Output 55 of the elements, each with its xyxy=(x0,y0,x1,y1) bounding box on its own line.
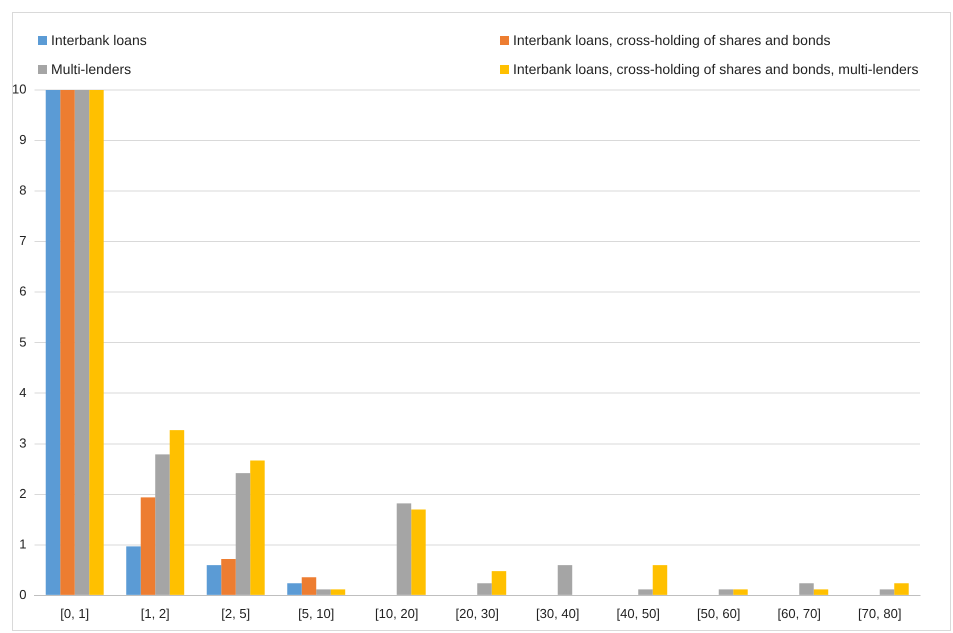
bar xyxy=(206,565,222,595)
y-tick-label: 6 xyxy=(19,284,26,299)
y-tick-label: 4 xyxy=(19,384,26,400)
bar xyxy=(799,583,814,595)
y-tick-label: 3 xyxy=(19,435,26,450)
x-tick-label: [0, 1] xyxy=(60,606,90,621)
bar xyxy=(46,90,60,595)
y-tick-label: 0 xyxy=(19,586,26,602)
y-tick-label: 9 xyxy=(19,132,26,148)
bar xyxy=(60,90,75,595)
bar xyxy=(558,565,572,595)
bar xyxy=(718,589,734,595)
bar xyxy=(411,509,426,595)
bar xyxy=(733,589,748,595)
x-tick-label: [10, 20] xyxy=(375,606,418,621)
y-tick-label: 7 xyxy=(19,233,26,248)
bar xyxy=(250,460,265,595)
x-tick-label: [70, 80] xyxy=(858,606,902,621)
x-tick-label: [60, 70] xyxy=(778,606,821,621)
bar xyxy=(396,503,412,595)
bar xyxy=(492,571,506,595)
bar xyxy=(894,583,909,595)
bar xyxy=(170,430,184,595)
bar xyxy=(814,589,828,595)
y-tick-label: 2 xyxy=(19,486,26,501)
x-tick-label: [40, 50] xyxy=(616,606,660,621)
y-tick-label: 1 xyxy=(19,536,26,552)
bar xyxy=(74,90,90,595)
legend-label: Interbank loans, cross-holding of shares and bonds xyxy=(513,32,831,48)
bar xyxy=(330,589,346,595)
x-tick-label: [20, 30] xyxy=(456,606,499,621)
bar xyxy=(880,589,894,595)
x-tick-label: [5, 10] xyxy=(298,606,334,621)
bar xyxy=(638,589,653,595)
bar xyxy=(477,583,492,595)
x-tick-label: [30, 40] xyxy=(536,606,580,621)
bar xyxy=(89,90,104,595)
bar xyxy=(302,577,316,595)
legend-label: Multi-lenders xyxy=(51,61,132,77)
legend-label: Interbank loans xyxy=(51,32,147,48)
y-tick-label: 8 xyxy=(19,182,26,198)
bar xyxy=(126,546,141,595)
x-tick-label: [1, 2] xyxy=(140,606,170,621)
bar xyxy=(155,454,170,595)
x-tick-label: [50, 60] xyxy=(697,606,740,621)
legend-label: Interbank loans, cross-holding of shares and bonds, multi-lenders xyxy=(513,61,918,77)
bar xyxy=(221,559,236,595)
bar xyxy=(316,589,331,595)
bar xyxy=(652,565,668,595)
x-tick-label: [2, 5] xyxy=(221,606,250,621)
y-tick-label: 10 xyxy=(12,82,26,97)
y-tick-label: 5 xyxy=(19,334,26,350)
bar xyxy=(140,497,156,595)
bar xyxy=(287,583,302,595)
bar xyxy=(236,473,250,595)
